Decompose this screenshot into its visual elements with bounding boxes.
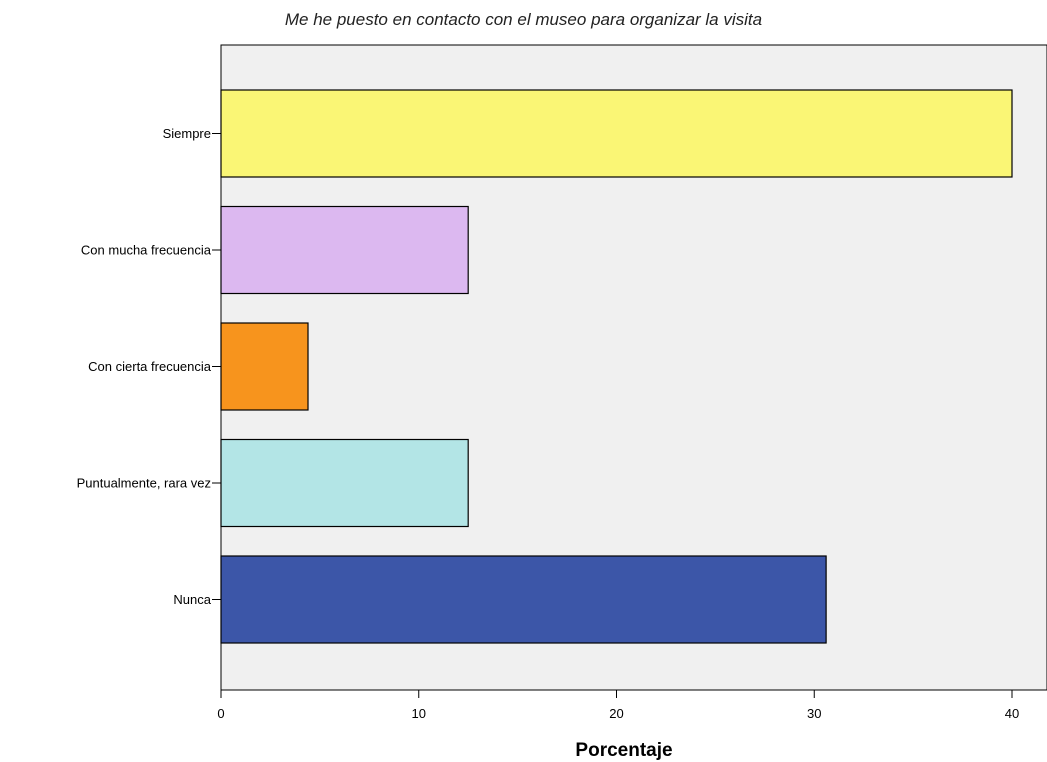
x-axis-title: Porcentaje [575, 740, 672, 761]
category-label: Con mucha frecuencia [81, 243, 212, 258]
y-axis: Siempre Con mucha frecuencia Con cierta fr… [77, 126, 221, 607]
category-label: Siempre [163, 126, 211, 141]
x-tick-label: 30 [807, 706, 821, 721]
category-label: Puntualmente, rara vez [77, 476, 211, 491]
category-label: Con cierta frecuencia [88, 359, 212, 374]
x-tick-label: 40 [1005, 706, 1019, 721]
chart-title: Me he puesto en contacto con el museo pa… [284, 10, 763, 29]
x-tick-label: 0 [217, 706, 224, 721]
bar [220, 555, 827, 644]
category-label: Nunca [173, 592, 211, 607]
x-tick-label: 20 [609, 706, 623, 721]
x-tick-label: 10 [412, 706, 426, 721]
x-axis: 0 10 20 30 40 [217, 690, 1019, 721]
bar [220, 322, 309, 411]
bars-layer [220, 89, 1013, 644]
bar [220, 438, 469, 528]
bar [220, 89, 1013, 178]
bar [220, 205, 469, 295]
